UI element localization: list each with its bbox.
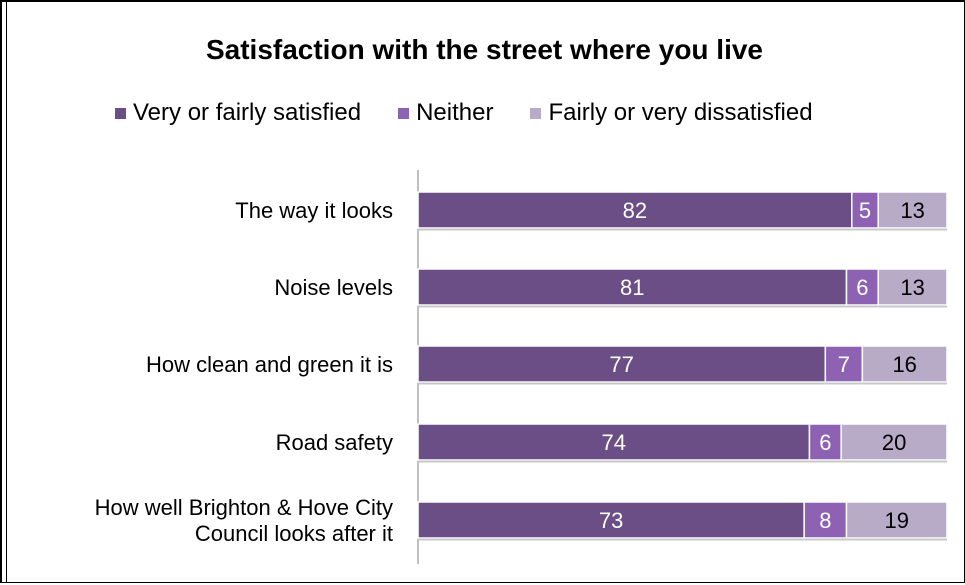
category-label: How well Brighton & Hove City Council loo… [95, 495, 393, 546]
data-label: 13 [900, 198, 924, 223]
legend-label-satisfied: Very or fairly satisfied [133, 99, 362, 126]
legend-label-neither: Neither [416, 99, 494, 126]
data-label: 82 [623, 198, 647, 223]
legend-label-dissatisfied: Fairly or very dissatisfied [548, 99, 813, 126]
data-label: 8 [819, 508, 831, 533]
data-label: 6 [819, 430, 831, 455]
data-label: 19 [885, 508, 909, 533]
category-label: The way it looks [235, 198, 393, 223]
data-label: 7 [838, 352, 850, 377]
data-label: 81 [620, 275, 644, 300]
bar-segment-satisfied [417, 423, 811, 461]
bar-segment-dissatisfied [877, 268, 948, 306]
legend-swatch-neither [398, 107, 410, 119]
data-label: 74 [601, 430, 625, 455]
bar-segment-neither [824, 345, 864, 383]
category-label: Noise levels [274, 275, 393, 300]
bar-segment-dissatisfied [840, 423, 948, 461]
data-label: 13 [900, 275, 924, 300]
data-label: 16 [892, 352, 916, 377]
bar-segment-dissatisfied [845, 501, 948, 539]
legend-item-neither: Neither [398, 99, 493, 127]
bar-segment-dissatisfied [861, 345, 948, 383]
data-label: 77 [609, 352, 633, 377]
bar-segment-dissatisfied [877, 191, 948, 229]
bar-segment-neither [803, 501, 848, 539]
legend-swatch-dissatisfied [530, 107, 542, 119]
legend: Very or fairly satisfied Neither Fairly … [115, 99, 813, 127]
category-label: How clean and green it is [146, 352, 393, 377]
bar-segment-satisfied [417, 501, 805, 539]
data-label: 20 [882, 430, 906, 455]
bar-segment-neither [808, 423, 842, 461]
data-label: 6 [856, 275, 868, 300]
legend-item-dissatisfied: Fairly or very dissatisfied [530, 99, 813, 127]
data-label: 73 [599, 508, 623, 533]
data-label: 5 [859, 198, 871, 223]
legend-swatch-satisfied [115, 107, 126, 119]
category-label: Road safety [276, 430, 393, 455]
chart-title: Satisfaction with the street where you l… [205, 34, 764, 65]
legend-item-satisfied: Very or fairly satisfied [115, 99, 361, 127]
